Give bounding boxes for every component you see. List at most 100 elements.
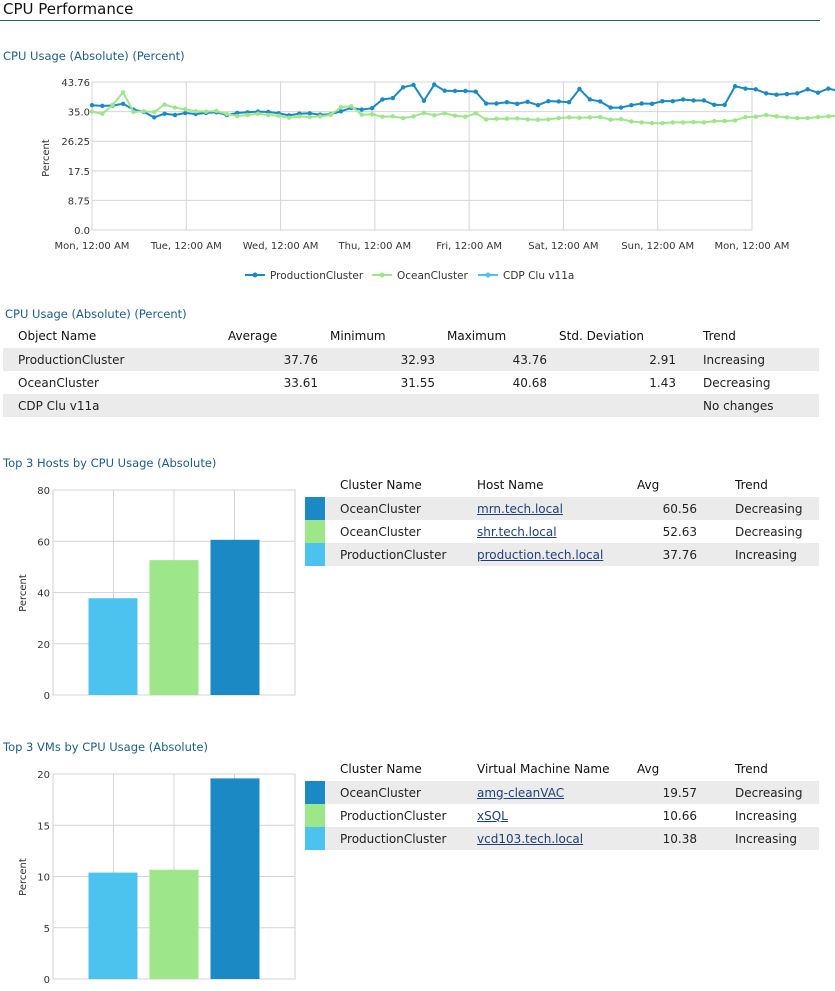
- data-point: [566, 99, 572, 105]
- vm-link[interactable]: xSQL: [477, 808, 508, 823]
- line-chart-title: CPU Usage (Absolute) (Percent): [3, 49, 185, 63]
- minimum-value: [330, 394, 447, 417]
- data-point: [774, 92, 779, 97]
- data-point: [452, 113, 458, 118]
- col-trend: Trend: [703, 329, 736, 343]
- col-avg: Avg: [637, 478, 660, 492]
- series-color-swatch: [305, 497, 325, 520]
- data-point: [525, 117, 530, 122]
- col-average: Average: [228, 329, 278, 343]
- data-point: [670, 120, 675, 125]
- data-point: [587, 97, 593, 102]
- data-point: [660, 98, 665, 104]
- data-point: [826, 86, 831, 91]
- data-point: [805, 87, 810, 92]
- stats-header-row: Object Name Average Minimum Maximum Std.…: [3, 324, 819, 348]
- data-point: [598, 114, 603, 120]
- trend-value: Increasing: [735, 543, 819, 566]
- x-tick-label: Mon, 12:00 AM: [55, 241, 130, 252]
- col-trend: Trend: [735, 762, 768, 776]
- data-point: [608, 105, 613, 110]
- vm-link[interactable]: amg-cleanVAC: [477, 785, 565, 800]
- y-tick-label: 20: [37, 770, 50, 781]
- data-point: [515, 116, 520, 121]
- bar: [88, 872, 138, 979]
- data-point: [525, 99, 530, 105]
- table-row: OceanCluster amg-cleanVAC 19.57 Decreasi…: [305, 781, 819, 804]
- data-point: [535, 103, 541, 108]
- data-point: [784, 91, 790, 97]
- data-point: [338, 109, 344, 114]
- cpu-usage-line-chart: 0.0 8.75 17.5 26.25 35.0 43.76 Mon, 12:00 AM T…: [41, 78, 835, 282]
- data-point: [152, 109, 157, 115]
- vms-chart-y-axis-label: Percent: [18, 858, 29, 896]
- series-color-swatch: [305, 543, 325, 566]
- host-link[interactable]: mrn.tech.local: [477, 501, 563, 516]
- col-trend: Trend: [735, 478, 768, 492]
- data-point: [732, 84, 738, 89]
- data-point: [774, 114, 779, 119]
- data-point: [463, 114, 468, 119]
- data-point: [390, 95, 395, 101]
- data-point: [400, 85, 406, 90]
- top-vms-bar-chart: Percent 0 5 10 15 20: [18, 770, 296, 986]
- trend-value: Decreasing: [735, 524, 803, 539]
- y-tick-label: 40: [37, 589, 50, 600]
- line-chart-y-axis-label: Percent: [41, 139, 52, 177]
- vms-header-row: Cluster Name Virtual Machine Name Avg Tr…: [305, 757, 819, 781]
- data-point: [224, 111, 230, 117]
- cluster-name: OceanCluster: [340, 524, 421, 539]
- data-point: [577, 115, 582, 120]
- y-tick-label: 15: [37, 821, 50, 832]
- cluster-name: OceanCluster: [325, 781, 477, 804]
- data-point: [245, 112, 250, 118]
- bar: [149, 560, 199, 695]
- host-link[interactable]: production.tech.local: [477, 547, 604, 562]
- data-point: [504, 99, 510, 105]
- maximum-value: [447, 394, 559, 417]
- x-tick-label: Thu, 12:00 AM: [338, 241, 412, 252]
- data-point: [556, 99, 561, 104]
- data-point: [131, 109, 136, 115]
- data-point: [152, 115, 157, 120]
- data-point: [483, 117, 489, 122]
- legend-marker: [252, 272, 258, 278]
- y-tick-label: 17.5: [68, 167, 90, 178]
- data-point: [556, 115, 561, 121]
- data-point: [473, 89, 478, 94]
- data-point: [639, 101, 644, 106]
- data-point: [670, 98, 675, 104]
- series-color-swatch: [305, 827, 325, 850]
- avg-value: 60.56: [637, 497, 735, 520]
- data-point: [494, 116, 499, 121]
- std-deviation-value: 2.91: [559, 348, 688, 371]
- maximum-value: 43.76: [447, 348, 559, 371]
- data-point: [691, 119, 696, 125]
- host-link[interactable]: shr.tech.local: [477, 524, 557, 539]
- data-point: [577, 86, 582, 92]
- data-point: [587, 115, 593, 120]
- average-value: [228, 394, 330, 417]
- data-point: [380, 114, 385, 119]
- vm-link[interactable]: vcd103.tech.local: [477, 831, 584, 846]
- top-hosts-title: Top 3 Hosts by CPU Usage (Absolute): [3, 456, 217, 470]
- hosts-header-row: Cluster Name Host Name Avg Trend: [305, 473, 819, 497]
- y-tick-label: 35.0: [68, 108, 90, 119]
- avg-value: 10.38: [637, 827, 735, 850]
- y-tick-label: 80: [37, 486, 50, 497]
- line-chart-legend: ProductionCluster OceanCluster CDP Clu v11…: [245, 270, 574, 282]
- data-point: [380, 97, 385, 102]
- data-point: [795, 115, 800, 121]
- cluster-name: ProductionCluster: [325, 543, 477, 566]
- data-point: [307, 114, 312, 120]
- data-point: [235, 110, 240, 116]
- avg-value: 10.66: [662, 808, 697, 823]
- data-point: [421, 110, 427, 116]
- top-vms-title: Top 3 VMs by CPU Usage (Absolute): [3, 740, 208, 754]
- bar: [149, 869, 199, 979]
- data-point: [546, 117, 551, 122]
- data-point: [649, 101, 655, 107]
- legend-label: ProductionCluster: [270, 270, 364, 282]
- line-chart-x-ticks: Mon, 12:00 AM Tue, 12:00 AM Wed, 12:00 AM T…: [55, 241, 790, 252]
- average-value: 33.61: [283, 375, 318, 390]
